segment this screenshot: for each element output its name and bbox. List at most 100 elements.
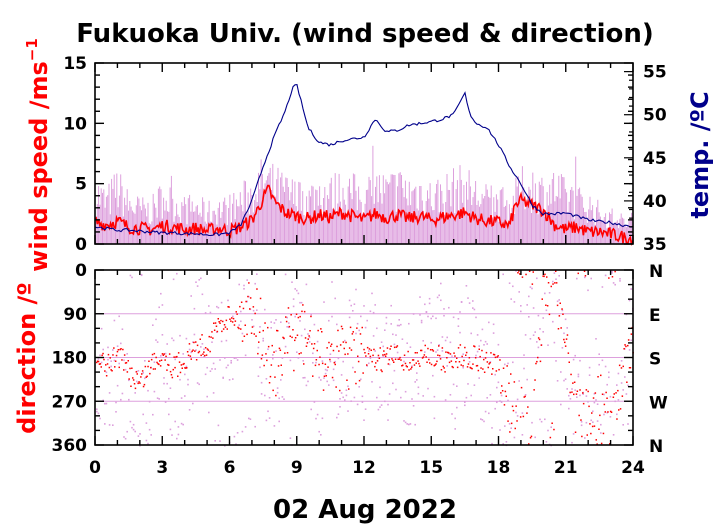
mean-direction-dot: [488, 363, 490, 365]
mean-direction-dot: [585, 389, 588, 391]
mean-direction-dot: [164, 359, 166, 361]
direction-dot: [539, 418, 541, 421]
direction-dot: [411, 365, 413, 367]
direction-dot: [382, 355, 384, 357]
direction-dot: [283, 398, 285, 400]
mean-direction-dot: [460, 364, 462, 366]
direction-dot: [382, 345, 384, 348]
mean-direction-dot: [561, 308, 563, 310]
direction-dot: [284, 345, 287, 348]
mean-direction-dot: [537, 356, 539, 359]
direction-dot: [459, 331, 461, 334]
direction-dot: [102, 348, 104, 351]
mean-direction-dot: [136, 373, 138, 375]
mean-direction-dot: [198, 350, 201, 353]
direction-dot: [120, 342, 122, 345]
direction-dot: [419, 314, 421, 316]
direction-dot: [131, 426, 133, 429]
bottom-right-tick-labels: N E S W N: [649, 262, 668, 457]
mean-direction-dot: [187, 354, 190, 357]
mean-direction-dot: [510, 422, 513, 425]
mean-direction-dot: [173, 356, 175, 358]
mean-direction-dot: [559, 302, 561, 304]
hour-tick-label: 3: [156, 458, 168, 478]
mean-direction-dot: [97, 360, 100, 363]
direction-dot: [400, 323, 402, 326]
mean-direction-dot: [125, 362, 128, 364]
direction-dot: [265, 419, 268, 422]
mean-direction-dot: [619, 408, 622, 410]
direction-dot: [544, 292, 546, 295]
direction-dot: [614, 400, 616, 403]
direction-dot: [160, 355, 162, 357]
direction-dot: [398, 319, 400, 321]
direction-dot: [422, 340, 424, 342]
direction-dot: [427, 315, 429, 318]
mean-direction-dot: [348, 347, 351, 349]
mean-direction-dot: [447, 352, 450, 354]
direction-dot: [376, 396, 378, 399]
direction-dot: [115, 411, 117, 413]
direction-dot: [441, 350, 444, 352]
mean-direction-dot: [616, 418, 618, 420]
mean-direction-dot: [393, 361, 395, 363]
direction-dot: [568, 394, 570, 397]
temperature-tick-label: 50: [643, 106, 667, 126]
direction-dot: [129, 420, 132, 423]
direction-dot: [299, 320, 301, 322]
direction-dot: [137, 435, 140, 437]
mean-direction-dot: [483, 358, 485, 361]
mean-direction-dot: [453, 352, 455, 354]
mean-direction-dot: [196, 344, 199, 347]
direction-dot: [108, 392, 111, 394]
direction-dot: [310, 313, 312, 316]
mean-direction-dot: [318, 363, 320, 366]
direction-dot: [462, 366, 464, 369]
direction-dot: [144, 360, 146, 362]
mean-direction-dot: [320, 328, 322, 330]
mean-direction-dot: [364, 352, 366, 354]
mean-direction-dot: [582, 392, 584, 394]
direction-dot: [504, 425, 506, 427]
direction-dot: [158, 306, 160, 309]
direction-dot: [452, 383, 455, 386]
mean-direction-dot: [449, 353, 452, 355]
mean-direction-dot: [195, 341, 197, 343]
direction-dot: [145, 422, 148, 424]
direction-dot: [257, 375, 260, 377]
direction-dot: [195, 349, 197, 351]
direction-dot: [99, 417, 101, 420]
direction-dot: [312, 352, 314, 355]
compass-tick-label: E: [649, 306, 661, 326]
mean-direction-dot: [600, 442, 603, 445]
mean-direction-dot: [141, 373, 143, 375]
direction-dot: [456, 385, 458, 387]
mean-direction-dot: [630, 333, 633, 335]
direction-dot: [136, 380, 138, 383]
mean-direction-dot: [589, 423, 591, 425]
mean-direction-dot: [478, 348, 480, 350]
direction-dot: [313, 401, 316, 403]
mean-direction-dot: [403, 354, 406, 356]
mean-direction-dot: [298, 353, 300, 355]
direction-dot: [422, 395, 424, 397]
mean-direction-dot: [404, 362, 407, 365]
direction-dot: [392, 382, 394, 385]
direction-dot: [588, 366, 591, 369]
mean-direction-dot: [170, 374, 173, 376]
mean-direction-dot: [128, 378, 130, 380]
mean-direction-dot: [560, 327, 562, 329]
direction-dot: [128, 398, 130, 401]
direction-dot: [129, 274, 132, 277]
direction-dot: [302, 360, 304, 362]
mean-direction-dot: [553, 428, 555, 431]
direction-dot: [598, 353, 600, 355]
mean-direction-dot: [267, 326, 269, 329]
wind-speed-tick-label: 5: [75, 175, 87, 195]
direction-dot: [169, 428, 172, 431]
direction-dot: [105, 371, 108, 374]
direction-dot: [548, 292, 551, 294]
direction-dot: [526, 304, 528, 306]
compass-tick-label: W: [649, 393, 668, 413]
